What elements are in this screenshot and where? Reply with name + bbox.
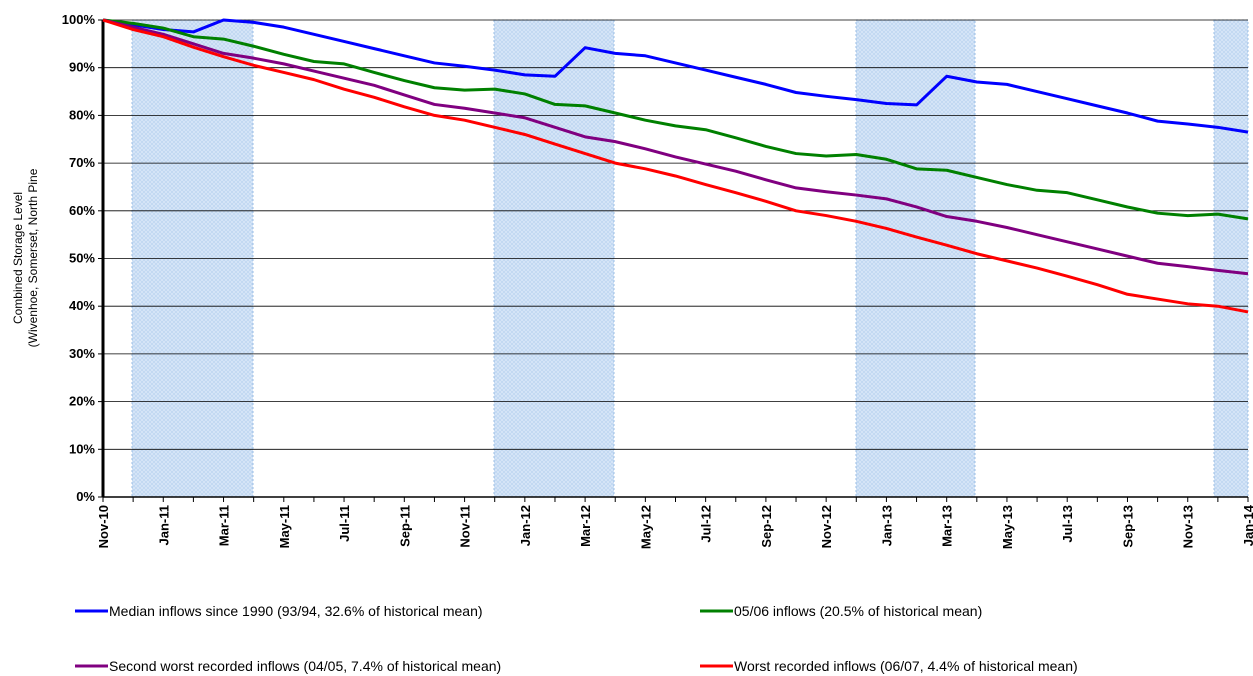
y-tick-label: 20% [69, 394, 95, 409]
y-tick-label: 40% [69, 298, 95, 313]
series-line [102, 18, 1249, 314]
y-tick-label: 30% [69, 346, 95, 361]
x-tick-label: Jul-13 [1060, 505, 1075, 543]
y-tick-label: 70% [69, 155, 95, 170]
y-axis-label: Combined Storage Level [11, 192, 25, 324]
legend-label: Second worst recorded inflows (04/05, 7.… [109, 658, 501, 674]
y-tick-label: 100% [62, 12, 96, 27]
x-tick-label: Mar-12 [578, 505, 593, 547]
y-tick-label: 80% [69, 107, 95, 122]
x-tick-label: Sep-13 [1120, 505, 1135, 548]
x-tick-label: Nov-11 [458, 505, 473, 548]
x-tick-label: Nov-10 [96, 505, 111, 548]
series-line [102, 18, 1249, 221]
x-tick-label: Jan-11 [156, 505, 171, 545]
x-tick-label: May-13 [1000, 505, 1015, 549]
x-tick-label: Jul-12 [699, 505, 714, 543]
x-tick-label: Sep-12 [759, 505, 774, 548]
x-tick-label: Mar-13 [940, 505, 955, 547]
x-tick-label: Jan-14 [1241, 504, 1253, 546]
x-tick-label: Jul-11 [337, 505, 352, 542]
legend-label: 05/06 inflows (20.5% of historical mean) [734, 603, 982, 619]
x-tick-label: May-11 [277, 505, 292, 548]
x-tick-label: Nov-12 [819, 505, 834, 548]
x-tick-label: Jan-12 [518, 505, 533, 546]
y-tick-label: 10% [69, 441, 95, 456]
legend-label: Worst recorded inflows (06/07, 4.4% of h… [734, 658, 1078, 674]
y-tick-label: 50% [69, 251, 95, 266]
x-tick-label: Mar-11 [217, 505, 232, 546]
series-line [102, 18, 1249, 134]
y-axis-label: (Wivenhoe, Somerset, North Pine [26, 168, 40, 347]
legend-label: Median inflows since 1990 (93/94, 32.6% … [109, 603, 483, 619]
series-line [102, 18, 1249, 276]
x-tick-label: Jan-13 [879, 505, 894, 546]
y-tick-label: 0% [76, 489, 95, 504]
x-tick-label: Nov-13 [1181, 505, 1196, 548]
x-tick-label: Sep-11 [397, 505, 412, 547]
x-tick-label: May-12 [638, 505, 653, 549]
y-tick-label: 60% [69, 203, 95, 218]
y-tick-label: 90% [69, 60, 95, 75]
